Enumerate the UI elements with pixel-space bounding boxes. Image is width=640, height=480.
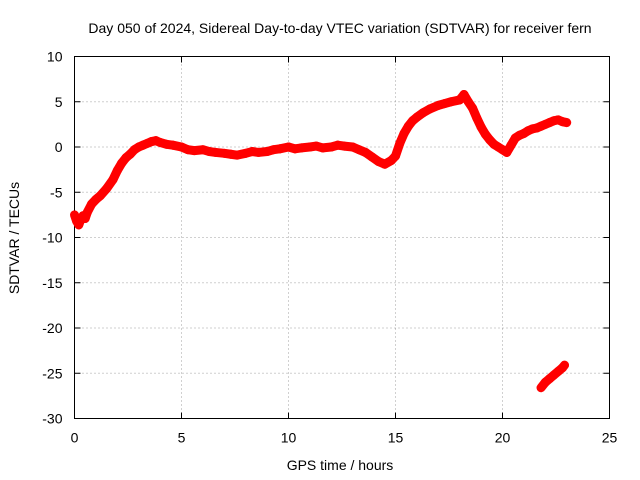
- data-point: [348, 143, 357, 151]
- data-point: [472, 114, 481, 123]
- y-tick-label: 5: [55, 94, 63, 110]
- data-point: [233, 151, 242, 160]
- data-point: [485, 135, 494, 144]
- y-axis-label: SDTVAR / TECUs: [6, 182, 22, 294]
- x-tick-label: 10: [281, 430, 297, 446]
- data-point: [177, 143, 186, 151]
- data-point: [190, 146, 199, 155]
- data-point: [468, 104, 477, 113]
- data-point: [400, 129, 409, 138]
- data-point: [275, 144, 284, 153]
- data-point: [419, 108, 428, 117]
- y-tick-label: -25: [42, 365, 62, 381]
- x-axis-label: GPS time / hours: [287, 457, 394, 473]
- x-tick-label: 0: [71, 430, 79, 446]
- y-tick-label: 0: [55, 139, 63, 155]
- data-point: [507, 141, 516, 150]
- x-tick-label: 5: [178, 430, 186, 446]
- data-point: [367, 152, 376, 161]
- y-tick-label: -5: [50, 184, 63, 200]
- y-tick-label: -30: [42, 411, 62, 427]
- grid-lines: [74, 56, 610, 419]
- data-point: [412, 113, 421, 122]
- data-point: [464, 97, 473, 106]
- data-point: [355, 145, 364, 154]
- data-point: [380, 160, 389, 169]
- data-series: [536, 360, 570, 393]
- x-tick-label: 15: [388, 430, 404, 446]
- y-tick-label: -15: [42, 275, 62, 291]
- data-point: [537, 383, 546, 392]
- data-point: [374, 157, 383, 166]
- y-tick-label: -10: [42, 230, 62, 246]
- data-point: [297, 143, 306, 152]
- data-point: [560, 361, 569, 370]
- data-point: [404, 122, 413, 131]
- data-point: [425, 104, 434, 113]
- data-series: [70, 90, 572, 230]
- data-point: [502, 148, 511, 157]
- data-point: [83, 208, 92, 217]
- y-tick-label: -20: [42, 320, 62, 336]
- data-point: [481, 130, 490, 139]
- data-point: [459, 90, 468, 99]
- data-point: [211, 148, 220, 157]
- data-point: [117, 159, 126, 168]
- data-point: [102, 184, 111, 193]
- data-point: [340, 142, 349, 151]
- data-points: [70, 90, 572, 393]
- chart-title: Day 050 of 2024, Sidereal Day-to-day VTE…: [88, 20, 591, 36]
- data-point: [387, 156, 396, 165]
- data-point: [96, 191, 105, 200]
- x-tick-label: 20: [495, 430, 511, 446]
- data-point: [447, 97, 456, 106]
- data-point: [562, 118, 571, 127]
- data-point: [109, 175, 118, 184]
- data-point: [361, 148, 370, 157]
- y-tick-label: 10: [47, 49, 63, 65]
- axis-ticks: 0 5 10 15 20 25 10 5 0 -5 -10 -15 -20 -25 -30: [42, 49, 617, 446]
- data-point: [477, 123, 486, 132]
- data-point: [318, 143, 327, 152]
- x-tick-label: 25: [602, 430, 618, 446]
- data-point: [87, 200, 96, 209]
- data-point: [168, 141, 177, 150]
- data-point: [395, 139, 404, 148]
- data-point: [391, 152, 400, 161]
- data-point: [126, 150, 135, 159]
- data-point: [113, 166, 122, 175]
- data-point: [254, 148, 263, 157]
